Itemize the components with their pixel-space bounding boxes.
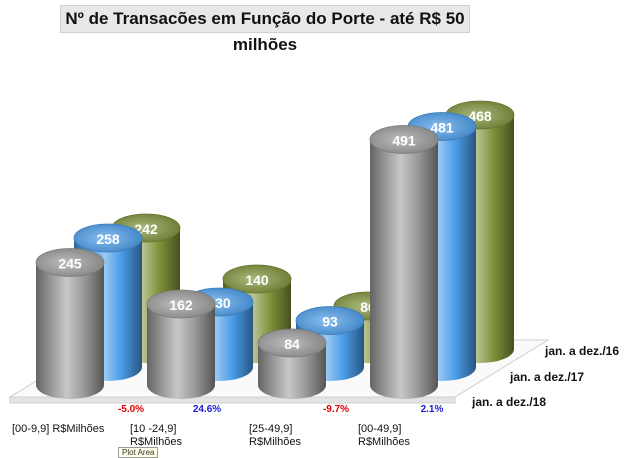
chart-title-box: Nº de Transacões em Função do Porte - at…: [60, 5, 470, 54]
bar-top: [146, 289, 216, 319]
bar-0-1: 162: [146, 289, 216, 399]
bar-top: [295, 306, 365, 335]
data-label: 140: [245, 272, 269, 288]
bar-top: [222, 264, 292, 294]
data-label: 481: [430, 120, 454, 136]
category-label: [25-49,9]: [249, 423, 292, 435]
data-label: 93: [322, 314, 338, 330]
plot-area-tooltip: Plot Area: [118, 447, 159, 458]
data-label: 162: [169, 297, 193, 313]
bar-top: [35, 248, 105, 277]
change-label: 24.6%: [193, 404, 221, 415]
bar-body: [370, 139, 438, 399]
legend-label-1: jan. a dez./17: [509, 370, 584, 384]
change-label: -9.7%: [323, 404, 349, 415]
data-label: 468: [468, 108, 492, 124]
legend-label-2: jan. a dez./16: [544, 344, 619, 358]
bar-body: [147, 304, 215, 399]
data-label: 84: [284, 336, 300, 352]
category-label: [10 -24,9]: [130, 423, 176, 435]
data-label: 491: [392, 133, 416, 149]
data-label: 258: [96, 231, 120, 247]
bar-0-3: 491: [369, 125, 439, 399]
chart-labels: jan. a dez./16 jan. a dez./17 jan. a dez./…: [12, 344, 619, 448]
legend-label-0: jan. a dez./18: [471, 395, 546, 409]
bar-body: [258, 343, 326, 399]
chart-title: Nº de Transacões em Função do Porte - at…: [65, 9, 465, 54]
bar-top: [369, 125, 439, 154]
change-label: -5.0%: [118, 404, 144, 415]
bar-0-0: 245: [35, 248, 105, 399]
bar-top: [73, 223, 143, 253]
category-label: R$Milhões: [249, 436, 301, 448]
category-label: R$Milhões: [358, 436, 410, 448]
category-label: [00-9,9] R$Milhões: [12, 423, 105, 435]
category-label: R$Milhões: [130, 436, 182, 448]
bar-0-2: 84: [257, 328, 327, 399]
data-label: 245: [58, 256, 82, 272]
bar-body: [36, 262, 104, 399]
change-label: 2.1%: [421, 404, 444, 415]
bar-top: [257, 328, 327, 358]
category-label: [00-49,9]: [358, 423, 401, 435]
